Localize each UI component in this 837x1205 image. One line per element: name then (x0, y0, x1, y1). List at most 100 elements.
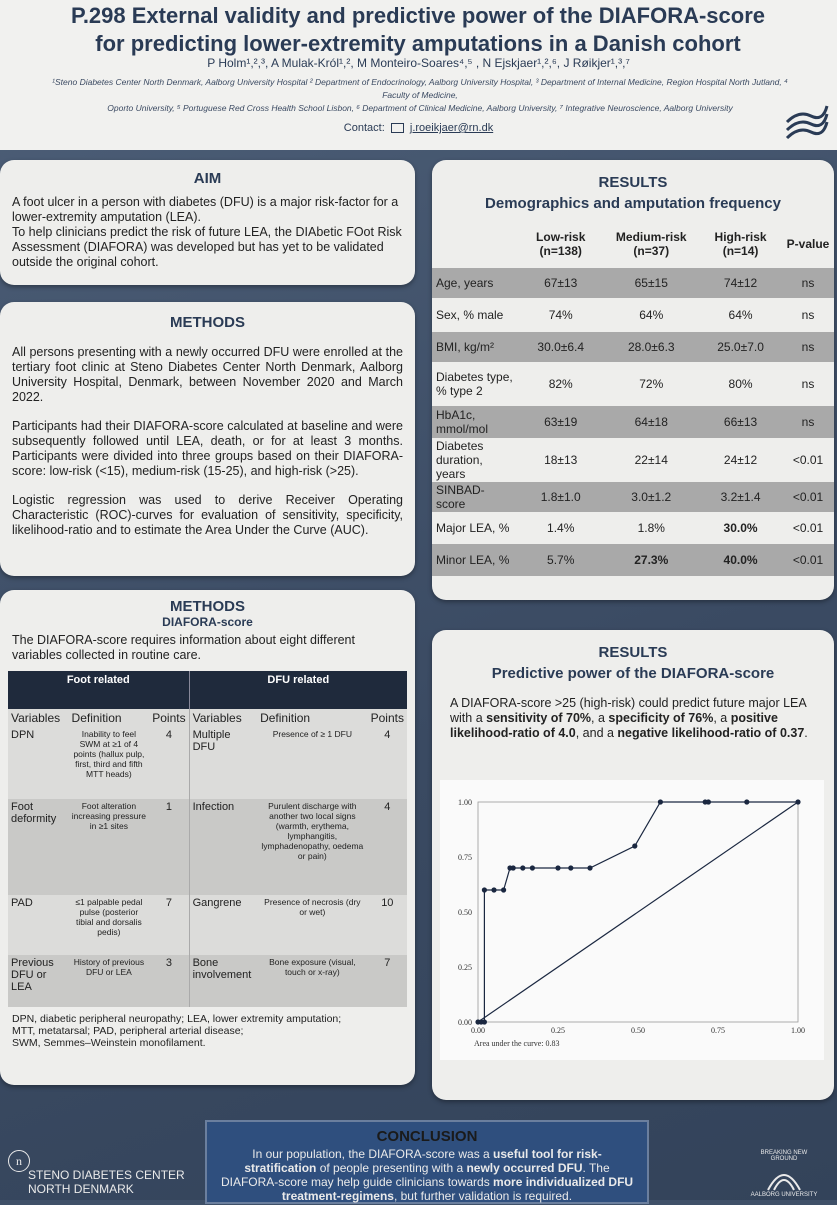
positive-lr-value: positive likelihood-ratio of 4.0 (450, 711, 778, 740)
p-value-cell: ns (782, 332, 834, 362)
p-value-cell: <0.01 (792, 521, 824, 535)
demographics-table-wrap: Low-risk (n=138) Medium-risk (n=37) High… (432, 220, 834, 576)
medium-risk-cell: 28.0±6.3 (603, 332, 700, 362)
conclusion-title: CONCLUSION (376, 1128, 478, 1145)
y-tick-label: 0.00 (458, 1018, 472, 1027)
definition-cell: ≤1 palpable pedal pulse (posterior tibia… (75, 897, 143, 937)
low-risk-cell: 67±13 (518, 268, 604, 298)
table-row: SINBAD-score 1.8±1.0 3.0±1.2 3.2±1.4 <0.… (432, 482, 834, 512)
auc-annotation: Area under the curve: 0.83 (474, 1039, 560, 1048)
roc-point (555, 865, 561, 871)
aim-paragraph-1: A foot ulcer in a person with diabetes (… (12, 195, 399, 224)
steno-logo-icon: n (8, 1150, 30, 1172)
diafora-col-header-row: Variables Definition Points Variables De… (8, 709, 407, 727)
col-points-2: Points (370, 711, 404, 725)
roc-point (481, 1019, 487, 1025)
medium-risk-cell: 72% (639, 377, 664, 391)
predictive-subtitle: Predictive power of the DIAFORA-score (491, 665, 775, 682)
conclusion-part: . The DIAFORA-score may help guide clini… (220, 1161, 610, 1189)
roc-point (510, 865, 516, 871)
high-risk-cell: 24±12 (723, 453, 758, 467)
low-risk-cell: 63±19 (518, 406, 604, 438)
title-line-1: P.298 External validity and predictive p… (70, 3, 766, 28)
poster-title: P.298 External validity and predictive p… (8, 2, 828, 58)
roc-point (520, 865, 526, 871)
conclusion-box: CONCLUSION In our population, the DIAFOR… (205, 1120, 649, 1204)
aau-seal-icon (767, 1174, 801, 1191)
col-variables-2: Variables (192, 711, 242, 725)
roc-chart: 0.00 0.25 0.50 0.75 1.00 0.00 0.25 0.50 0.75 1.00… (458, 798, 805, 1048)
aim-paragraph-2: To help clinicians predict the risk of f… (12, 225, 402, 269)
variable-cell: Infection (192, 801, 235, 813)
medium-risk-cell: 1.8% (637, 521, 665, 535)
demographics-table: Low-risk (n=138) Medium-risk (n=37) High… (432, 220, 834, 576)
results-predictive-panel: RESULTS Predictive power of the DIAFORA-… (432, 630, 834, 1100)
x-tick-label: 0.25 (551, 1026, 565, 1035)
footnote-3: SWM, Semmes–Weinstein monofilament. (12, 1037, 206, 1049)
group-foot-related: Foot related (8, 671, 190, 709)
affiliations-line-2: Oporto University, ⁵ Portuguese Red Cros… (107, 103, 733, 113)
points-cell: 4 (149, 727, 190, 799)
low-risk-cell: 18±13 (544, 453, 578, 467)
row-label: Diabetes duration, years (436, 439, 484, 481)
diafora-subtitle: DIAFORA-score (162, 615, 253, 629)
x-tick-label: 1.00 (791, 1026, 805, 1035)
title-line-2: for predicting lower-extremity amputatio… (95, 31, 741, 56)
aim-panel: AIM A foot ulcer in a person with diabet… (0, 160, 415, 285)
header-low-risk: Low-risk (n=138) (536, 230, 586, 258)
p-value-cell: <0.01 (782, 482, 834, 512)
contact-email[interactable]: j.roeikjaer@rn.dk (409, 122, 494, 134)
y-tick-label: 0.75 (458, 853, 472, 862)
wave-logo-icon (785, 105, 829, 140)
diafora-table-wrap: Foot related DFU related Variables Defin… (8, 671, 407, 1007)
conclusion-part: , but further validation is required. (393, 1189, 573, 1203)
high-risk-cell: 25.0±7.0 (699, 332, 782, 362)
row-label: BMI, kg/m² (432, 332, 518, 362)
methods-paragraph-1: All persons presenting with a newly occu… (12, 345, 403, 404)
variable-cell: DPN (11, 729, 35, 741)
low-risk-cell: 1.8±1.0 (518, 482, 604, 512)
p-value-cell: <0.01 (782, 544, 834, 576)
specificity-value: specificity of 76% (608, 711, 714, 725)
conclusion-text: In our population, the DIAFORA-score was… (207, 1145, 647, 1205)
table-row: BMI, kg/m² 30.0±6.4 28.0±6.3 25.0±7.0 ns (432, 332, 834, 362)
p-value-cell: ns (782, 406, 834, 438)
p-value-cell: ns (801, 377, 815, 391)
variable-cell: Foot deformity (11, 801, 57, 825)
contact-line: Contact: j.roeikjaer@rn.dk (0, 122, 837, 134)
footnote-1: DPN, diabetic peripheral neuropathy; LEA… (12, 1013, 342, 1025)
high-risk-cell: 64% (728, 308, 753, 322)
methods-text: All persons presenting with a newly occu… (0, 331, 415, 538)
seal-text-top: BREAKING NEW GROUND (760, 1150, 808, 1162)
table-row: Sex, % male 74% 64% 64% ns (432, 298, 834, 332)
medium-risk-cell: 64% (639, 308, 664, 322)
row-label: Age, years (432, 268, 518, 298)
roc-point (657, 799, 663, 805)
roc-point (529, 865, 535, 871)
definition-cell: Presence of ≥ 1 DFU (272, 729, 352, 739)
definition-cell: History of previous DFU or LEA (73, 957, 145, 977)
p-value-cell: <0.01 (792, 453, 824, 467)
roc-point (705, 799, 711, 805)
table-row: Diabetes duration, years 18±13 22±14 24±… (432, 438, 834, 482)
steno-logo: n STENO DIABETES CENTER NORTH DENMARK (6, 1148, 196, 1198)
diafora-intro: The DIAFORA-score requires information a… (12, 633, 355, 662)
table-row: Previous DFU or LEA History of previous … (8, 955, 407, 1007)
roc-point (587, 865, 593, 871)
table-row: Minor LEA, % 5.7% 27.3% 40.0% <0.01 (432, 544, 834, 576)
diafora-methods-title: METHODS (170, 598, 245, 615)
x-tick-label: 0.75 (711, 1026, 725, 1035)
high-risk-cell: 40.0% (699, 544, 782, 576)
aim-text: A foot ulcer in a person with diabetes (… (0, 187, 415, 270)
reference-diagonal-line (477, 801, 799, 1023)
variable-cell: Previous DFU or LEA (11, 957, 54, 993)
definition-cell: Foot alteration increasing pressure in ≥… (71, 801, 146, 831)
conclusion-part: In our population, the DIAFORA-score was… (252, 1147, 494, 1161)
table-row: PAD ≤1 palpable pedal pulse (posterior t… (8, 895, 407, 955)
methods-panel: METHODS All persons presenting with a ne… (0, 302, 415, 576)
mail-icon (390, 123, 404, 134)
low-risk-cell: 1.4% (547, 521, 575, 535)
aim-title: AIM (193, 170, 222, 187)
methods-title: METHODS (170, 314, 245, 331)
demographics-header-row: Low-risk (n=138) Medium-risk (n=37) High… (432, 220, 834, 268)
